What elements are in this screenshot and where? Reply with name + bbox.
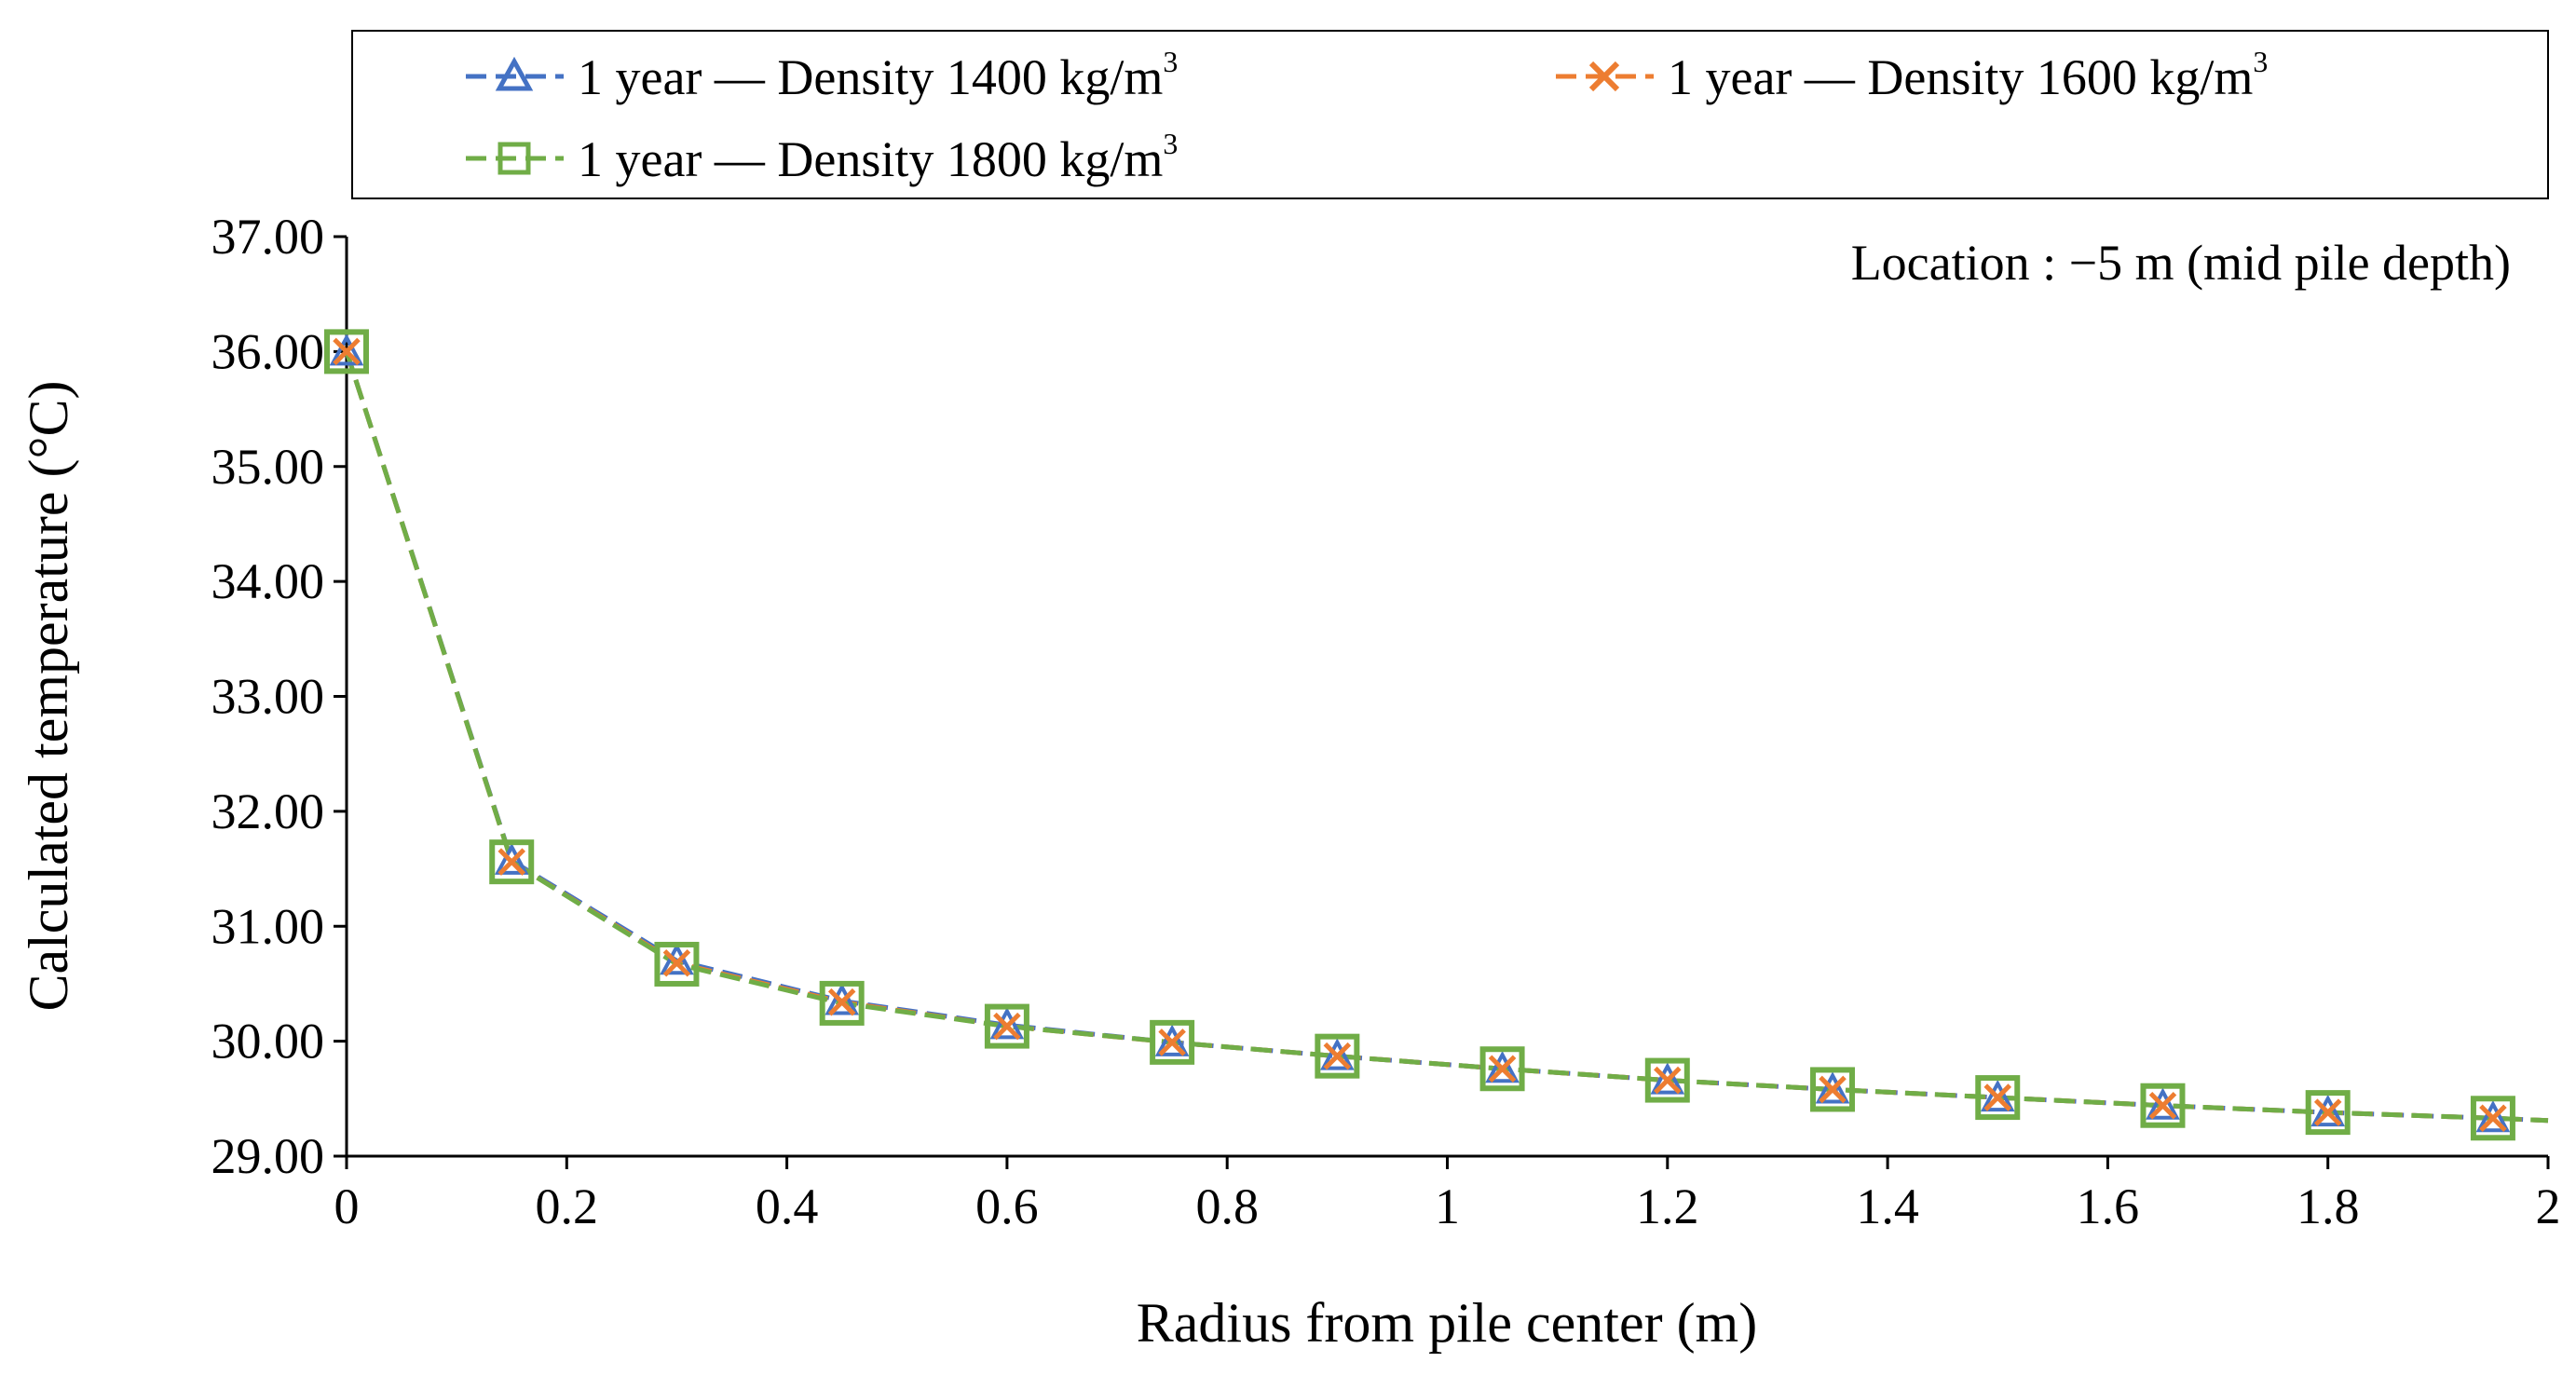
data-point-triangle — [989, 1007, 1025, 1040]
legend-marker-square-icon — [497, 142, 531, 175]
data-point-triangle — [2310, 1094, 2346, 1127]
legend-frame — [351, 30, 2549, 199]
data-point-x — [1654, 1066, 1682, 1095]
legend-label-1800: 1 year — Density 1800 kg/m3 — [578, 127, 1178, 187]
legend-entry-1400: 1 year — Density 1400 kg/m3 — [466, 45, 1178, 105]
series-line-2 — [344, 350, 2549, 1124]
data-point-x — [497, 848, 525, 876]
data-point-square — [1975, 1075, 2021, 1121]
data-point-x — [1819, 1075, 1847, 1104]
data-point-x — [1983, 1083, 2012, 1111]
data-point-triangle — [1815, 1071, 1850, 1104]
x-tick-label: 1 — [1435, 1178, 1460, 1234]
data-point-square — [1315, 1033, 1360, 1079]
y-tick-label: 31.00 — [211, 898, 325, 954]
data-point-x — [1158, 1029, 1186, 1056]
data-point-triangle — [1154, 1024, 1190, 1056]
y-tick-label: 36.00 — [211, 323, 325, 379]
data-point-triangle — [825, 983, 860, 1015]
y-tick-label: 30.00 — [211, 1014, 325, 1069]
data-point-x — [333, 337, 361, 366]
y-tick-label: 29.00 — [211, 1128, 325, 1184]
data-point-square — [1810, 1067, 1856, 1112]
y-tick-label: 34.00 — [211, 553, 325, 609]
data-point-square — [1644, 1057, 1690, 1103]
location-annotation: Location : −5 m (mid pile depth) — [1851, 235, 2511, 291]
data-point-x — [993, 1012, 1021, 1041]
data-point-square — [2470, 1096, 2515, 1141]
data-point-triangle — [1980, 1079, 2015, 1112]
x-tick-label: 1.8 — [2297, 1178, 2360, 1234]
legend-label-1400: 1 year — Density 1400 kg/m3 — [578, 45, 1178, 105]
data-point-square — [489, 839, 535, 885]
x-tick-label: 0.4 — [756, 1178, 819, 1234]
legend-label-1600: 1 year — Density 1600 kg/m3 — [1668, 45, 2268, 105]
data-point-square — [1479, 1046, 1525, 1092]
data-point-x — [2313, 1098, 2342, 1126]
data-point-square — [984, 1003, 1029, 1049]
y-tick-label: 33.00 — [211, 669, 325, 725]
legend-marker-x-icon — [1588, 61, 1620, 92]
x-tick-label: 0.6 — [975, 1178, 1039, 1234]
data-point-x — [662, 948, 691, 977]
x-tick-label: 1.2 — [1636, 1178, 1699, 1234]
x-tick-label: 0 — [334, 1178, 360, 1234]
y-tick-label: 37.00 — [211, 209, 325, 265]
series-layer — [324, 329, 2549, 1141]
y-axis-title: Calculated temperature (°C) — [18, 380, 79, 1011]
data-point-square — [2140, 1083, 2186, 1128]
series-line-0 — [344, 350, 2549, 1124]
data-point-x — [827, 988, 856, 1016]
legend-entry-1800: 1 year — Density 1800 kg/m3 — [466, 127, 1178, 187]
y-tick-label: 32.00 — [211, 783, 325, 839]
data-point-triangle — [2475, 1100, 2511, 1133]
x-axis-title: Radius from pile center (m) — [1137, 1292, 1757, 1354]
data-point-square — [2305, 1090, 2351, 1136]
data-point-square — [1150, 1019, 1195, 1065]
data-point-x — [2148, 1091, 2177, 1120]
legend-entry-1600: 1 year — Density 1600 kg/m3 — [1556, 45, 2268, 105]
data-point-triangle — [2146, 1087, 2180, 1120]
series-line-1 — [344, 350, 2549, 1124]
data-point-triangle — [329, 334, 364, 366]
data-point-triangle — [494, 842, 529, 875]
data-point-triangle — [1320, 1038, 1355, 1070]
legend: 1 year — Density 1400 kg/m3 1 year — Den… — [351, 30, 2549, 199]
data-point-square — [654, 941, 700, 987]
data-point-triangle — [1485, 1050, 1520, 1083]
y-tick-label: 35.00 — [211, 439, 325, 495]
legend-marker-triangle-icon — [495, 56, 534, 91]
data-point-triangle — [1650, 1062, 1685, 1095]
axes — [345, 237, 2548, 1158]
x-ticks: 0 0.2 0.4 0.6 0.8 1 1.2 1.4 1.6 1.8 2 — [334, 1156, 2561, 1234]
data-point-square — [819, 980, 865, 1026]
data-point-triangle — [660, 943, 694, 975]
x-tick-label: 2 — [2536, 1178, 2561, 1234]
data-point-x — [2479, 1104, 2507, 1133]
data-point-square — [324, 329, 369, 375]
x-tick-label: 1.6 — [2077, 1178, 2140, 1234]
x-tick-label: 0.8 — [1195, 1178, 1259, 1234]
data-point-x — [1323, 1042, 1352, 1070]
data-point-x — [1488, 1055, 1517, 1083]
y-ticks: 29.00 30.00 31.00 32.00 33.00 34.00 35.00 36.00… — [211, 209, 347, 1184]
x-tick-label: 0.2 — [536, 1178, 599, 1234]
x-tick-label: 1.4 — [1856, 1178, 1919, 1234]
